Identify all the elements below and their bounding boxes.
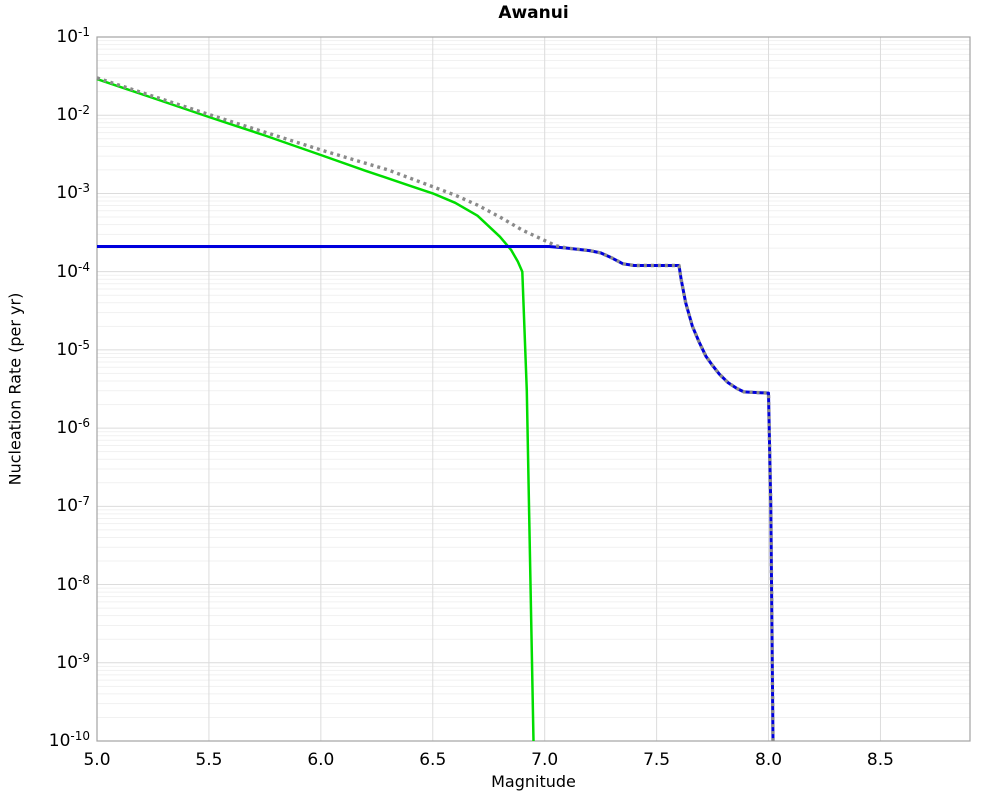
x-tick-label: 5.0 bbox=[83, 750, 111, 770]
y-tick-label: 10-1 bbox=[56, 25, 90, 47]
chart-title: Awanui bbox=[498, 3, 569, 23]
y-tick-label: 10-3 bbox=[56, 181, 90, 204]
y-axis-label: Nucleation Rate (per yr) bbox=[5, 292, 25, 486]
y-tick-label: 10-9 bbox=[56, 650, 90, 673]
series-gray-dotted-line bbox=[96, 76, 775, 741]
y-tick-label: 10-10 bbox=[48, 729, 90, 751]
x-tick-label: 7.0 bbox=[531, 750, 559, 770]
x-tick-label: 7.5 bbox=[643, 750, 671, 770]
plot-border bbox=[96, 36, 971, 742]
y-tick-label: 10-5 bbox=[56, 337, 90, 360]
y-tick-label: 10-8 bbox=[56, 572, 90, 595]
y-tick-label: 10-4 bbox=[56, 259, 90, 282]
y-tick-label: 10-7 bbox=[56, 494, 90, 517]
x-tick-label: 8.0 bbox=[755, 750, 783, 770]
x-tick-label: 8.5 bbox=[866, 750, 894, 770]
y-tick-label: 10-6 bbox=[56, 416, 90, 439]
series-green-solid-line bbox=[96, 77, 535, 741]
x-axis-label: Magnitude bbox=[491, 772, 576, 791]
x-tick-label: 6.0 bbox=[307, 750, 335, 770]
x-tick-label: 6.5 bbox=[419, 750, 447, 770]
x-tick-label: 5.5 bbox=[195, 750, 223, 770]
y-tick-label: 10-2 bbox=[56, 103, 90, 126]
